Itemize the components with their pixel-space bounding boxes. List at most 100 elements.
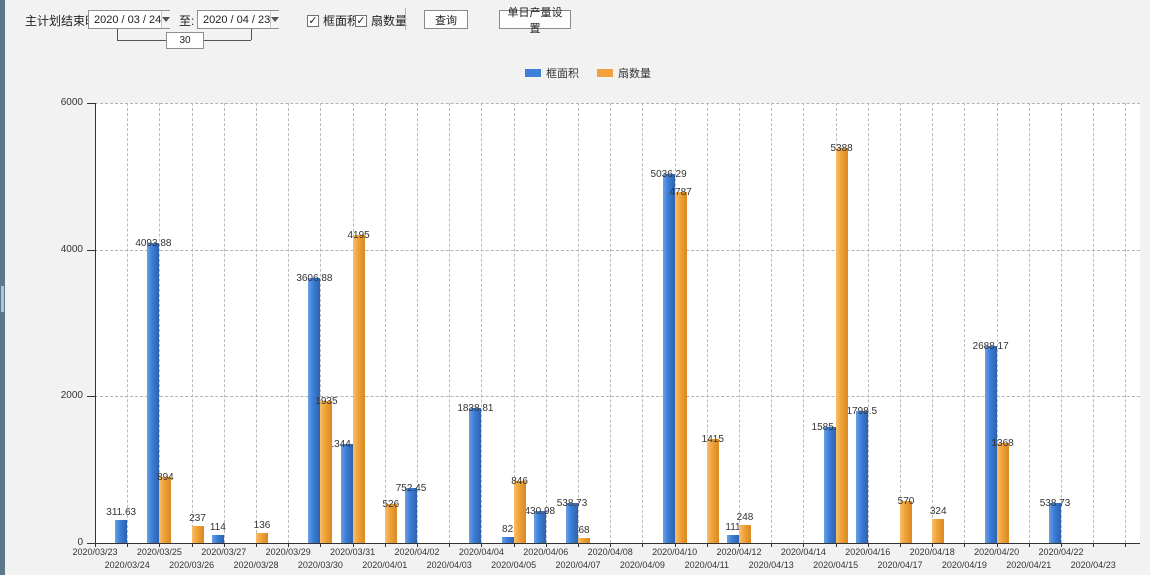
bar-frame-area[interactable] xyxy=(533,511,546,543)
bar-frame-area[interactable] xyxy=(115,520,128,543)
bar-frame-area[interactable] xyxy=(469,408,482,543)
bar-frame-area[interactable] xyxy=(501,536,514,543)
bar-fan-count[interactable] xyxy=(996,442,1009,543)
gridline-vertical xyxy=(159,103,161,543)
bar-value-label: 136 xyxy=(253,520,271,532)
bar-fan-count[interactable] xyxy=(352,235,365,543)
frame-area-checkbox-label: 框面积 xyxy=(323,14,360,28)
x-tick-label: 2020/03/24 xyxy=(104,560,150,570)
y-tick-label: 0 xyxy=(77,537,83,548)
x-tick-mark xyxy=(545,543,547,547)
bar-fan-count[interactable] xyxy=(739,524,751,543)
bar-frame-area[interactable] xyxy=(308,278,321,543)
bar-fan-count[interactable] xyxy=(578,538,590,543)
x-tick-label: 2020/04/09 xyxy=(619,560,665,570)
interval-days-input[interactable]: 30 xyxy=(166,32,204,49)
x-tick-label: 2020/03/28 xyxy=(233,560,279,570)
bar-frame-area[interactable] xyxy=(727,534,739,543)
bar-fan-count[interactable] xyxy=(191,525,204,543)
gridline-vertical xyxy=(223,103,225,543)
bar-value-label: 4093.88 xyxy=(135,237,172,249)
x-tick-mark xyxy=(352,543,354,547)
bar-fan-count[interactable] xyxy=(835,147,848,543)
x-tick-mark xyxy=(996,543,998,547)
end-date-picker[interactable]: 2020 / 04 / 23 xyxy=(197,10,280,29)
chevron-down-icon xyxy=(271,17,280,22)
frame-area-checkbox[interactable]: ✓ 框面积 xyxy=(307,12,359,29)
checkbox-checked-icon[interactable]: ✓ xyxy=(355,14,367,27)
x-tick-label: 2020/03/27 xyxy=(201,547,247,557)
gridline-vertical xyxy=(1061,103,1062,543)
x-tick-mark xyxy=(674,543,676,547)
bar-fan-count[interactable] xyxy=(256,533,268,543)
y-tick-label: 6000 xyxy=(60,97,83,108)
bar-value-label: 894 xyxy=(157,472,174,484)
y-tick-label: 4000 xyxy=(60,243,83,255)
gridline-vertical xyxy=(127,103,129,543)
bar-fan-count[interactable] xyxy=(159,477,172,543)
legend-label: 框面积 xyxy=(546,68,579,80)
fan-count-checkbox-label: 扇数量 xyxy=(371,14,408,28)
bar-fan-count[interactable] xyxy=(706,439,719,543)
gridline-vertical xyxy=(256,103,257,543)
x-tick-label: 2020/04/13 xyxy=(748,560,794,570)
start-date-picker[interactable]: 2020 / 03 / 24 xyxy=(88,10,171,29)
bar-frame-area[interactable] xyxy=(211,534,224,543)
gridline-vertical xyxy=(545,103,547,543)
bar-frame-area[interactable] xyxy=(855,411,868,543)
x-tick-mark xyxy=(642,543,644,547)
bar-value-label: 111 xyxy=(725,521,741,533)
legend-swatch-orange xyxy=(597,69,613,77)
bar-value-label: 1838.81 xyxy=(457,403,494,415)
bar-frame-area[interactable] xyxy=(340,444,353,543)
query-button[interactable]: 查询 xyxy=(424,10,468,29)
gridline-vertical xyxy=(449,103,451,543)
gridline-horizontal xyxy=(95,249,1140,251)
bar-frame-area[interactable] xyxy=(405,487,417,543)
checkbox-checked-icon[interactable]: ✓ xyxy=(307,14,319,27)
x-tick-label: 2020/04/22 xyxy=(1038,547,1084,557)
end-date-dropdown-button[interactable] xyxy=(270,11,280,28)
bar-frame-area[interactable] xyxy=(1049,503,1061,543)
bar-frame-area[interactable] xyxy=(984,345,997,543)
x-tick-label: 2020/04/01 xyxy=(362,560,408,570)
bar-frame-area[interactable] xyxy=(662,173,675,543)
bar-value-label: 570 xyxy=(897,496,915,508)
chevron-down-icon xyxy=(162,17,171,22)
y-tick-mark xyxy=(87,396,95,398)
bar-fan-count[interactable] xyxy=(900,501,912,543)
start-date-dropdown-button[interactable] xyxy=(161,11,171,28)
bar-frame-area[interactable] xyxy=(566,503,578,543)
gridline-vertical xyxy=(706,103,708,543)
x-tick-mark xyxy=(900,543,901,547)
x-tick-mark xyxy=(578,543,579,547)
bar-frame-area[interactable] xyxy=(147,242,160,543)
bar-value-label: 1585.96 xyxy=(811,421,848,433)
bar-fan-count[interactable] xyxy=(674,191,687,543)
bar-fan-count[interactable] xyxy=(320,401,333,543)
splitter-grip[interactable] xyxy=(1,286,4,312)
gridline-vertical xyxy=(803,103,805,543)
bar-fan-count[interactable] xyxy=(932,519,945,543)
bar-fan-count[interactable] xyxy=(513,480,526,543)
x-tick-label: 2020/04/02 xyxy=(394,547,440,557)
x-tick-label: 2020/04/21 xyxy=(1006,560,1052,570)
x-tick-label: 2020/04/07 xyxy=(555,560,601,570)
gridline-vertical xyxy=(578,103,579,543)
legend-item-fan-count[interactable]: 扇数量 xyxy=(597,65,651,81)
fan-count-checkbox[interactable]: ✓ 扇数量 xyxy=(355,12,407,29)
x-tick-mark xyxy=(384,543,386,547)
x-tick-mark xyxy=(513,543,515,547)
y-tick-mark xyxy=(87,249,95,251)
bar-fan-count[interactable] xyxy=(384,504,397,543)
x-tick-mark xyxy=(449,543,451,547)
x-tick-label: 2020/03/31 xyxy=(330,547,376,557)
bar-frame-area[interactable] xyxy=(823,426,836,543)
gridline-vertical xyxy=(932,103,934,543)
end-date-value: 2020 / 04 / 23 xyxy=(203,13,271,26)
gridline-horizontal xyxy=(95,103,1140,104)
daily-output-settings-button[interactable]: 单日产量设置 xyxy=(499,7,571,35)
bar-value-label: 114 xyxy=(209,521,226,533)
legend-item-frame-area[interactable]: 框面积 xyxy=(525,65,579,81)
gridline-horizontal xyxy=(95,396,1140,398)
